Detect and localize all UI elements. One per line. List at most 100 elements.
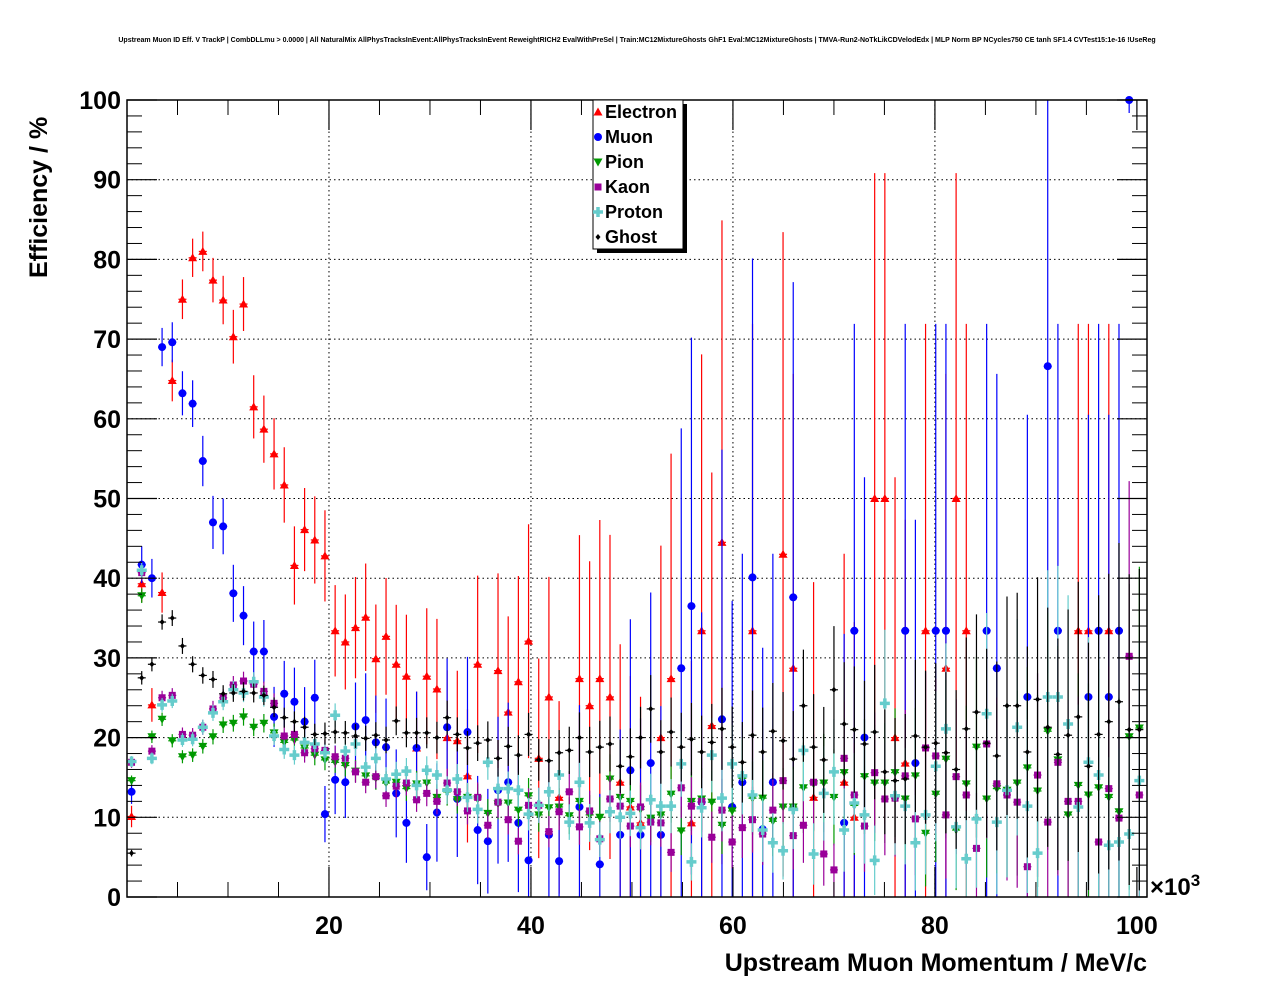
- data-point: [699, 748, 705, 755]
- data-point: [524, 856, 533, 865]
- data-point: [1055, 751, 1061, 758]
- axis-ticks: [127, 99, 1147, 898]
- data-point: [169, 615, 175, 622]
- data-point: [188, 399, 197, 408]
- data-point: [594, 834, 605, 845]
- data-point: [565, 788, 573, 796]
- data-point: [696, 802, 707, 813]
- data-point: [137, 579, 147, 588]
- legend-box: [592, 99, 684, 250]
- data-point: [1116, 698, 1122, 705]
- x-multiplier-base: ×10: [1150, 874, 1191, 901]
- data-point: [851, 726, 857, 733]
- data-point: [677, 664, 686, 673]
- data-point: [218, 295, 228, 304]
- data-point: [493, 783, 504, 794]
- data-point: [157, 588, 167, 597]
- data-point: [503, 783, 514, 794]
- data-point: [821, 756, 827, 763]
- data-point: [136, 565, 147, 576]
- data-point: [555, 808, 563, 816]
- data-point: [259, 424, 269, 433]
- data-point: [595, 813, 605, 822]
- data-point: [493, 666, 503, 675]
- data-point: [312, 731, 318, 738]
- data-point: [422, 671, 432, 680]
- data-point: [566, 747, 572, 754]
- data-point: [666, 674, 676, 683]
- data-point: [241, 688, 247, 695]
- data-point: [422, 853, 431, 862]
- data-point: [901, 626, 910, 635]
- data-point: [587, 748, 593, 755]
- data-point: [462, 792, 473, 803]
- data-point: [434, 734, 440, 741]
- data-point: [719, 725, 725, 732]
- data-point: [363, 735, 369, 742]
- y-tick-label: 30: [93, 645, 121, 673]
- data-point: [261, 692, 267, 699]
- data-point: [973, 709, 979, 716]
- data-point: [666, 801, 677, 812]
- data-point: [923, 744, 929, 751]
- data-point: [139, 674, 145, 681]
- data-point: [513, 785, 524, 796]
- data-point: [412, 743, 421, 752]
- legend-label-electron: Electron: [605, 102, 677, 122]
- data-point: [442, 785, 453, 796]
- data-point: [879, 698, 890, 709]
- data-point: [544, 692, 554, 701]
- data-point: [728, 838, 736, 846]
- data-point: [475, 740, 481, 747]
- data-point: [208, 518, 217, 527]
- data-point: [760, 748, 766, 755]
- data-point: [362, 778, 370, 786]
- data-point: [167, 376, 177, 385]
- data-point: [249, 647, 258, 656]
- data-point: [984, 740, 990, 747]
- data-point: [575, 823, 583, 831]
- legend: Electron Muon Pion Kaon Proton Ghost: [592, 99, 687, 253]
- data-point: [208, 733, 218, 742]
- legend-marker-electron: [593, 107, 603, 116]
- data-point: [750, 732, 756, 739]
- data-point: [127, 787, 136, 796]
- y-tick-label: 100: [79, 87, 121, 115]
- data-point: [411, 780, 422, 791]
- data-point: [595, 860, 604, 869]
- data-point: [299, 737, 310, 748]
- data-point: [687, 602, 696, 611]
- data-point: [157, 715, 167, 724]
- data-point: [513, 677, 523, 686]
- data-point: [290, 730, 298, 738]
- data-point: [1065, 732, 1071, 739]
- data-point: [300, 525, 310, 534]
- data-point: [464, 744, 470, 751]
- legend-marker-pion: [593, 158, 603, 167]
- data-point: [880, 494, 890, 502]
- data-point: [198, 246, 208, 255]
- data-point: [495, 755, 501, 762]
- data-point: [1085, 763, 1091, 770]
- data-point: [536, 756, 542, 763]
- data-point: [1024, 748, 1030, 755]
- data-point: [351, 623, 361, 632]
- data-point: [1136, 726, 1142, 733]
- data-point: [912, 733, 918, 740]
- data-point: [281, 714, 287, 721]
- data-point: [127, 777, 137, 786]
- data-point: [239, 713, 249, 722]
- data-point: [555, 857, 564, 866]
- data-point: [279, 744, 290, 755]
- data-point: [383, 736, 389, 743]
- data-point: [482, 757, 493, 768]
- data-point: [778, 845, 789, 856]
- data-point: [627, 753, 633, 760]
- data-point: [330, 626, 340, 635]
- data-point: [869, 855, 880, 866]
- data-point: [473, 659, 483, 668]
- data-point: [473, 826, 482, 835]
- data-point: [859, 809, 870, 820]
- data-point: [963, 725, 969, 732]
- data-point: [424, 729, 430, 736]
